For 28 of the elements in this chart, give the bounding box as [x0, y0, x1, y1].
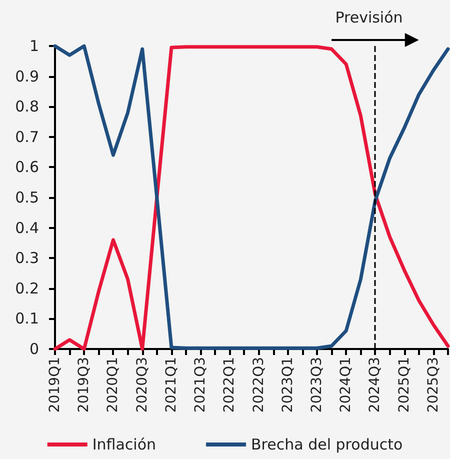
x-tick-label: 2022Q3	[250, 357, 267, 413]
x-tick-label: 2024Q1	[338, 357, 354, 413]
y-tick-label: 0	[29, 340, 39, 358]
y-tick-label: 1	[29, 37, 39, 55]
y-tick-label: 0.1	[15, 310, 39, 328]
x-tick-label: 2021Q3	[192, 357, 209, 413]
legend-label: Brecha del producto	[251, 436, 403, 454]
y-tick-label: 0.2	[15, 279, 39, 298]
y-tick-label: 0.8	[15, 98, 39, 116]
x-tick-label: 2025Q1	[396, 357, 412, 413]
y-tick-label: 0.4	[15, 218, 39, 237]
x-tick-label: 2023Q3	[309, 357, 325, 413]
y-tick-label: 0.9	[15, 67, 39, 86]
x-tick-label: 2020Q1	[105, 357, 122, 413]
x-tick-label: 2025Q3	[425, 357, 442, 413]
x-tick-label: 2019Q1	[47, 357, 63, 413]
x-tick-label: 2019Q3	[76, 357, 92, 413]
y-tick-label: 0.7	[15, 128, 39, 146]
x-tick-label: 2024Q3	[367, 357, 384, 413]
legend-label: Inflación	[92, 436, 156, 454]
y-tick-label: 0.5	[15, 188, 39, 206]
y-tick-label: 0.6	[15, 158, 39, 176]
x-tick-label: 2023Q1	[280, 357, 296, 413]
text: Previsión	[335, 8, 403, 26]
x-tick-label: 2020Q3	[134, 357, 150, 413]
x-tick-label: 2022Q1	[222, 357, 238, 413]
y-tick-label: 0.3	[15, 249, 39, 268]
x-tick-label: 2021Q1	[163, 357, 180, 413]
